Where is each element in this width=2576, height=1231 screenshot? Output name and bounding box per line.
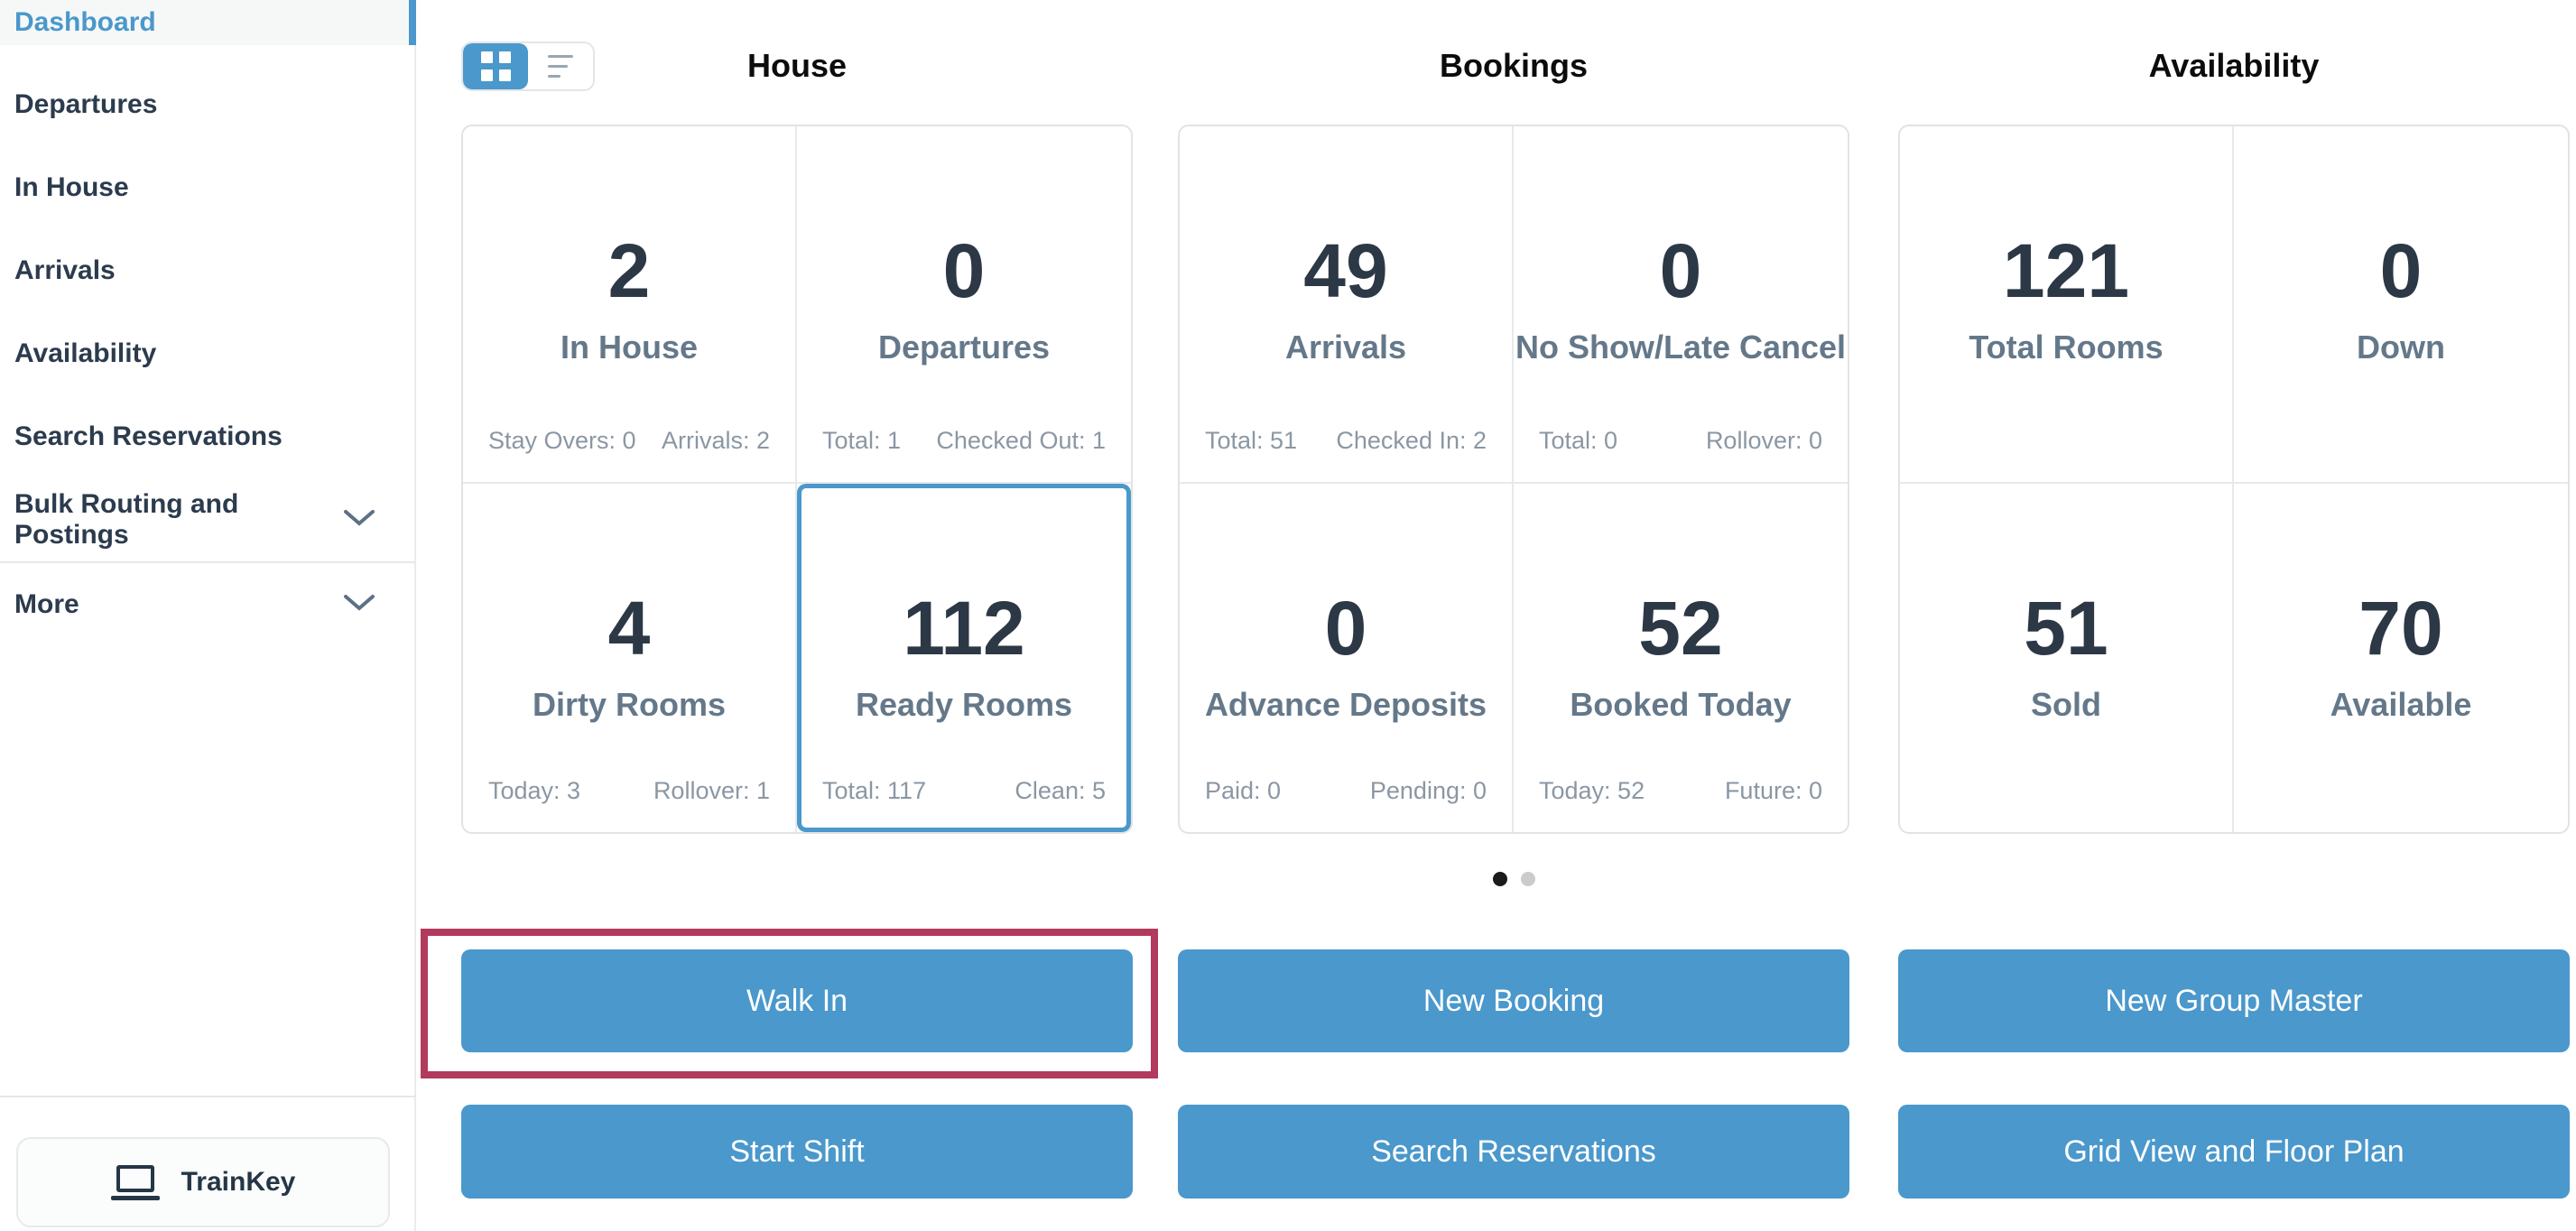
sidebar-item-departures[interactable]: Departures (0, 63, 414, 146)
sidebar-item-label: Departures (14, 89, 158, 119)
list-view-button[interactable] (528, 43, 593, 89)
divider (0, 1096, 416, 1097)
bookings-card-group: 49 Arrivals Total: 51 Checked In: 2 0 No… (1178, 125, 1849, 834)
trainkey-label: TrainKey (181, 1167, 296, 1197)
section-title-availability: Availability (2148, 47, 2320, 84)
stat-footer-right: Rollover: 0 (1705, 427, 1822, 454)
stat-value: 121 (2002, 228, 2130, 313)
stat-footer-right: Rollover: 1 (653, 777, 770, 804)
new-booking-button[interactable]: New Booking (1178, 949, 1849, 1052)
stat-value: 0 (1659, 228, 1702, 313)
sidebar-items: Departures In House Arrivals Availabilit… (0, 63, 414, 646)
sidebar-item-label: Bulk Routing and Postings (14, 489, 239, 550)
carousel-pagination (1493, 872, 1535, 886)
stat-card-arrivals[interactable]: 49 Arrivals Total: 51 Checked In: 2 (1180, 126, 1514, 484)
stat-label: Ready Rooms (855, 686, 1073, 723)
chevron-down-icon (342, 504, 376, 535)
sidebar-item-label: In House (14, 172, 129, 202)
sidebar-item-availability[interactable]: Availability (0, 312, 414, 395)
section-title-house: House (746, 47, 848, 84)
availability-card-group: 121 Total Rooms 0 Down 51 Sold 70 Availa… (1898, 125, 2570, 834)
sidebar-item-dashboard[interactable]: Dashboard (0, 0, 416, 45)
list-icon (548, 55, 573, 78)
section-title-bookings: Bookings (1439, 47, 1588, 84)
pagination-dot-1[interactable] (1493, 872, 1507, 886)
divider (0, 561, 414, 563)
new-group-master-button[interactable]: New Group Master (1898, 949, 2570, 1052)
stat-footer-left: Total: 117 (822, 777, 927, 804)
stat-label: Available (2330, 686, 2472, 723)
stat-footer-left: Today: 3 (488, 777, 581, 804)
stat-footer-right: Arrivals: 2 (661, 427, 770, 454)
walk-in-button[interactable]: Walk In (461, 949, 1133, 1052)
stat-footer-left: Total: 1 (822, 427, 902, 454)
stat-label: Down (2357, 329, 2445, 366)
sidebar-item-label: More (14, 589, 79, 619)
sidebar-item-label: Arrivals (14, 255, 116, 285)
sidebar-item-label: Dashboard (14, 7, 156, 37)
stat-label: No Show/Late Cancel (1515, 329, 1847, 366)
stat-card-down[interactable]: 0 Down (2234, 126, 2568, 484)
trainkey-button[interactable]: TrainKey (16, 1137, 390, 1227)
stat-footer-left: Stay Overs: 0 (488, 427, 636, 454)
stat-label: Departures (877, 329, 1051, 366)
stat-footer-left: Total: 51 (1205, 427, 1298, 454)
stat-card-available[interactable]: 70 Available (2234, 484, 2568, 832)
stat-value: 0 (1324, 586, 1367, 671)
stat-label: Total Rooms (1969, 329, 2164, 366)
view-toggle (461, 42, 595, 91)
stat-value: 70 (2358, 586, 2443, 671)
sidebar-item-label: Search Reservations (14, 421, 283, 451)
stat-value: 112 (903, 586, 1025, 671)
stat-label: Sold (2031, 686, 2101, 723)
search-reservations-button[interactable]: Search Reservations (1178, 1105, 1849, 1199)
stat-value: 4 (607, 586, 651, 671)
stat-card-departures[interactable]: 0 Departures Total: 1 Checked Out: 1 (797, 126, 1131, 484)
stat-label: Advance Deposits (1204, 686, 1487, 723)
stat-footer-right: Clean: 5 (1015, 777, 1106, 804)
stat-card-total-rooms[interactable]: 121 Total Rooms (1900, 126, 2234, 484)
stat-card-advance-deposits[interactable]: 0 Advance Deposits Paid: 0 Pending: 0 (1180, 484, 1514, 832)
sidebar-item-bulk-routing-and-postings[interactable]: Bulk Routing and Postings (0, 478, 414, 561)
grid-view-button[interactable] (463, 43, 528, 89)
grid-view-floor-plan-button[interactable]: Grid View and Floor Plan (1898, 1105, 2570, 1199)
stat-value: 51 (2024, 586, 2108, 671)
sidebar-item-more[interactable]: More (0, 563, 414, 646)
grid-icon (480, 51, 511, 81)
sidebar-item-in-house[interactable]: In House (0, 146, 414, 229)
stat-value: 0 (942, 228, 986, 313)
house-card-group: 2 In House Stay Overs: 0 Arrivals: 2 0 D… (461, 125, 1133, 834)
stat-value: 2 (607, 228, 651, 313)
stat-value: 49 (1303, 228, 1388, 313)
stat-value: 0 (2379, 228, 2423, 313)
start-shift-button[interactable]: Start Shift (461, 1105, 1133, 1199)
stat-footer-right: Future: 0 (1724, 777, 1822, 804)
sidebar-item-search-reservations[interactable]: Search Reservations (0, 395, 414, 478)
stat-label: Dirty Rooms (532, 686, 727, 723)
pagination-dot-2[interactable] (1521, 872, 1535, 886)
sidebar: Dashboard Departures In House Arrivals A… (0, 0, 416, 1231)
stat-label: Booked Today (1570, 686, 1792, 723)
chevron-down-icon (342, 589, 376, 620)
stat-value: 52 (1638, 586, 1723, 671)
stat-footer-left: Today: 52 (1539, 777, 1645, 804)
stat-footer-right: Checked Out: 1 (936, 427, 1106, 454)
stat-footer-left: Paid: 0 (1205, 777, 1282, 804)
sidebar-item-label: Availability (14, 338, 157, 368)
stat-label: Arrivals (1284, 329, 1407, 366)
stat-footer-right: Checked In: 2 (1336, 427, 1487, 454)
stat-card-sold[interactable]: 51 Sold (1900, 484, 2234, 832)
sidebar-item-arrivals[interactable]: Arrivals (0, 229, 414, 312)
stat-label: In House (560, 329, 698, 366)
laptop-icon (110, 1164, 160, 1200)
stat-card-in-house[interactable]: 2 In House Stay Overs: 0 Arrivals: 2 (463, 126, 797, 484)
stat-footer-left: Total: 0 (1539, 427, 1618, 454)
stat-card-dirty-rooms[interactable]: 4 Dirty Rooms Today: 3 Rollover: 1 (463, 484, 797, 832)
stat-card-ready-rooms[interactable]: 112 Ready Rooms Total: 117 Clean: 5 (797, 484, 1131, 832)
stat-card-no-show-late-cancel[interactable]: 0 No Show/Late Cancel Total: 0 Rollover:… (1514, 126, 1848, 484)
active-indicator (409, 0, 416, 45)
stat-footer-right: Pending: 0 (1369, 777, 1487, 804)
stat-card-booked-today[interactable]: 52 Booked Today Today: 52 Future: 0 (1514, 484, 1848, 832)
